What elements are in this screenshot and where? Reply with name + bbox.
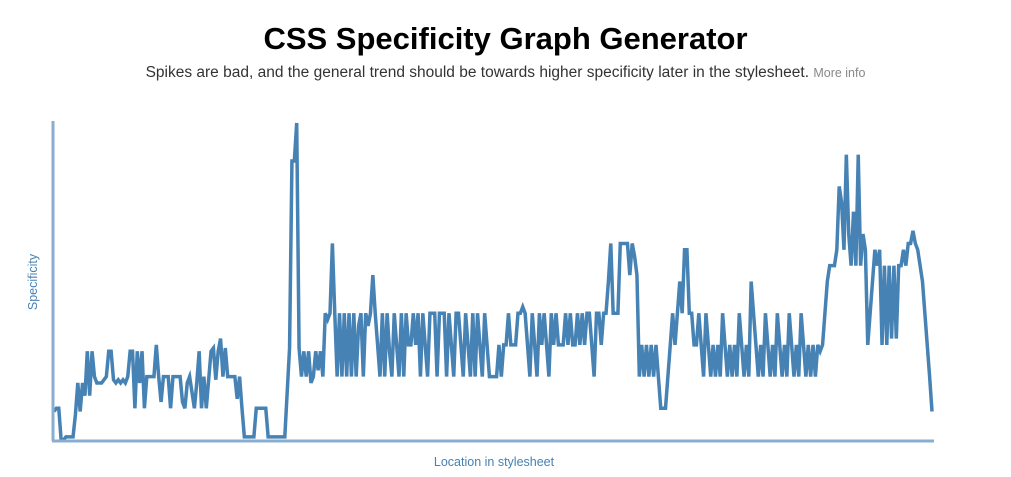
x-axis-label: Location in stylesheet [434,455,555,469]
specificity-series-line [54,123,932,440]
y-axis-label: Specificity [26,253,40,310]
plot-area [54,123,932,440]
